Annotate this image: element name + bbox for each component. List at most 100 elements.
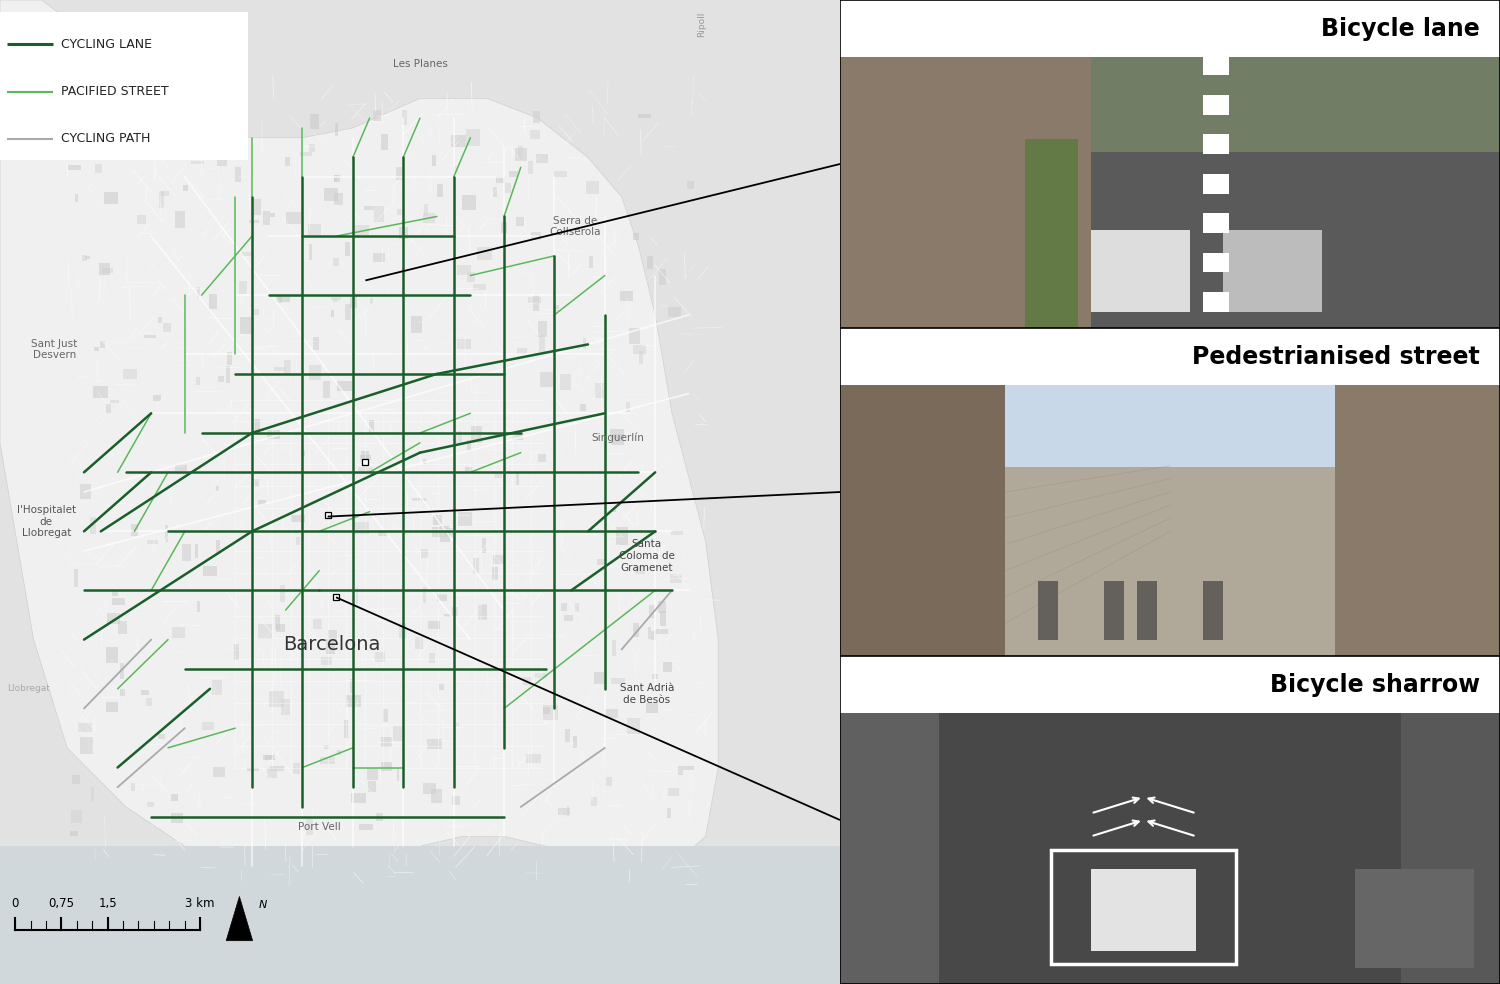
Bar bbox=[147, 540, 158, 544]
Text: Llobregat: Llobregat bbox=[6, 684, 50, 694]
Bar bbox=[183, 185, 188, 191]
Bar bbox=[360, 456, 370, 461]
Bar bbox=[648, 627, 651, 639]
Bar bbox=[423, 459, 426, 463]
Text: CYCLING LANE: CYCLING LANE bbox=[62, 37, 153, 51]
Bar bbox=[465, 129, 480, 147]
Bar bbox=[465, 467, 472, 473]
Bar bbox=[615, 527, 628, 545]
Text: Pedestrianised street: Pedestrianised street bbox=[1192, 344, 1480, 369]
Bar bbox=[633, 623, 639, 637]
Bar bbox=[72, 774, 80, 784]
Bar bbox=[604, 709, 618, 717]
Bar bbox=[432, 526, 441, 537]
Bar bbox=[196, 377, 201, 385]
Bar bbox=[1203, 174, 1230, 194]
Bar bbox=[590, 256, 592, 268]
Bar bbox=[540, 372, 554, 387]
Bar bbox=[369, 420, 374, 432]
Bar bbox=[171, 813, 183, 823]
Bar bbox=[176, 212, 186, 228]
Bar bbox=[158, 317, 162, 323]
Bar bbox=[274, 367, 286, 371]
Bar bbox=[267, 430, 280, 439]
Text: 1,5: 1,5 bbox=[98, 897, 117, 910]
Bar bbox=[328, 630, 336, 642]
Bar bbox=[501, 222, 507, 233]
Bar bbox=[840, 328, 1500, 386]
Polygon shape bbox=[226, 896, 252, 941]
Bar bbox=[399, 623, 406, 639]
Text: N: N bbox=[258, 900, 267, 910]
Bar bbox=[1090, 229, 1190, 312]
Bar bbox=[124, 131, 132, 137]
Bar bbox=[90, 517, 96, 533]
Bar bbox=[543, 707, 550, 713]
Bar bbox=[458, 338, 471, 349]
Bar bbox=[458, 512, 471, 525]
Bar bbox=[411, 316, 422, 333]
Bar bbox=[267, 769, 278, 777]
Bar bbox=[345, 720, 348, 738]
Bar bbox=[1401, 713, 1500, 984]
Bar bbox=[147, 802, 154, 808]
Bar bbox=[1203, 95, 1230, 115]
Bar bbox=[840, 57, 1500, 153]
Bar bbox=[440, 684, 444, 691]
Text: Serra de
Collserola: Serra de Collserola bbox=[549, 215, 602, 237]
Bar bbox=[1090, 869, 1197, 952]
Bar bbox=[423, 213, 435, 223]
FancyBboxPatch shape bbox=[0, 12, 248, 160]
Bar bbox=[120, 689, 124, 696]
Bar bbox=[471, 426, 483, 443]
Bar bbox=[176, 464, 186, 471]
Bar bbox=[375, 652, 386, 662]
Bar bbox=[284, 360, 291, 375]
Bar bbox=[494, 187, 496, 197]
Bar bbox=[324, 188, 338, 201]
Bar bbox=[130, 783, 135, 791]
Bar bbox=[106, 404, 111, 413]
Bar bbox=[654, 629, 668, 634]
Bar bbox=[670, 531, 682, 535]
Bar bbox=[334, 175, 338, 181]
Bar bbox=[192, 161, 204, 164]
Bar bbox=[596, 383, 608, 399]
Text: Sant Just
Desvern: Sant Just Desvern bbox=[32, 338, 78, 360]
Text: 0,75: 0,75 bbox=[48, 897, 75, 910]
Bar bbox=[610, 429, 624, 439]
Bar bbox=[164, 323, 171, 332]
Bar bbox=[326, 640, 334, 653]
Bar bbox=[1203, 56, 1230, 76]
Bar bbox=[351, 793, 366, 803]
Text: 3 km: 3 km bbox=[184, 897, 214, 910]
Bar bbox=[1203, 135, 1230, 154]
Bar bbox=[668, 808, 672, 818]
Bar bbox=[478, 605, 488, 620]
Bar bbox=[687, 181, 694, 189]
Bar bbox=[112, 590, 117, 595]
Bar bbox=[1354, 869, 1473, 967]
Bar bbox=[610, 678, 624, 685]
Bar bbox=[216, 486, 219, 490]
Bar bbox=[1222, 229, 1322, 312]
Bar bbox=[612, 641, 616, 655]
Bar bbox=[110, 400, 118, 403]
Bar bbox=[99, 263, 109, 275]
Bar bbox=[120, 663, 124, 679]
Bar bbox=[69, 164, 81, 170]
Bar bbox=[427, 739, 441, 749]
Bar bbox=[660, 611, 666, 626]
Bar bbox=[334, 175, 340, 181]
Bar bbox=[381, 762, 392, 770]
Bar bbox=[1052, 849, 1236, 964]
Bar bbox=[427, 621, 439, 629]
Bar bbox=[345, 304, 351, 320]
Bar bbox=[584, 338, 585, 349]
Bar bbox=[324, 745, 328, 749]
Bar bbox=[393, 726, 402, 741]
Bar bbox=[362, 452, 369, 463]
Bar bbox=[266, 756, 272, 760]
Bar bbox=[429, 652, 435, 663]
Bar bbox=[334, 123, 338, 136]
